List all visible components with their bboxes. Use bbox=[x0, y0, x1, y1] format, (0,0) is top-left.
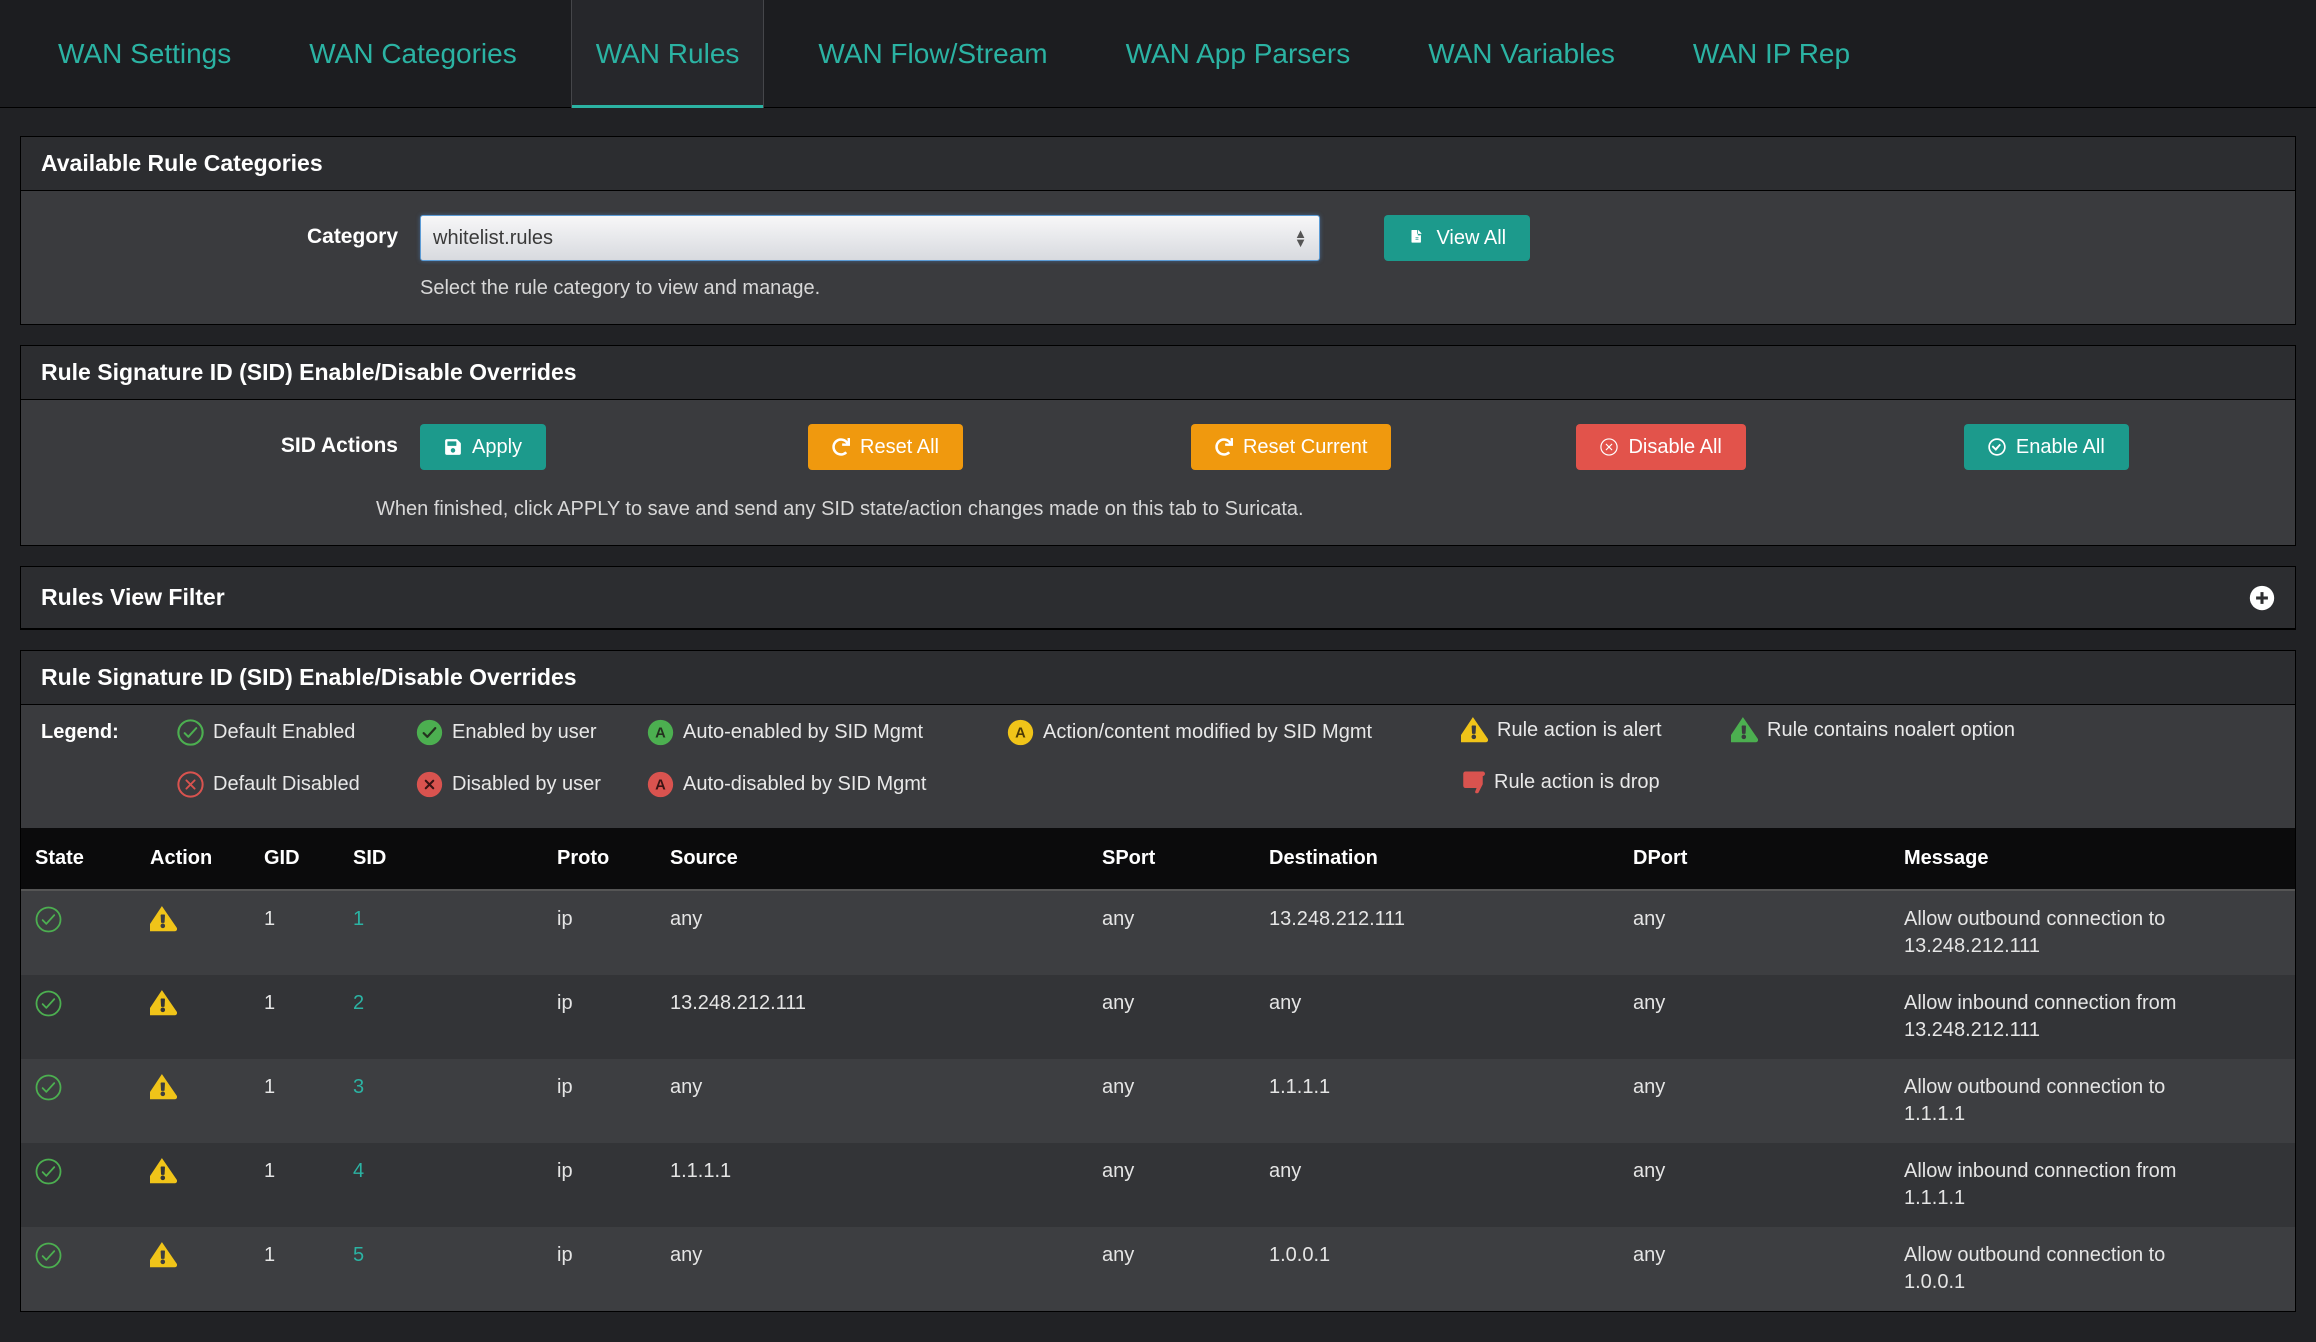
svg-text:A: A bbox=[655, 777, 666, 793]
svg-text:A: A bbox=[1015, 725, 1026, 741]
svg-text:A: A bbox=[655, 725, 666, 741]
